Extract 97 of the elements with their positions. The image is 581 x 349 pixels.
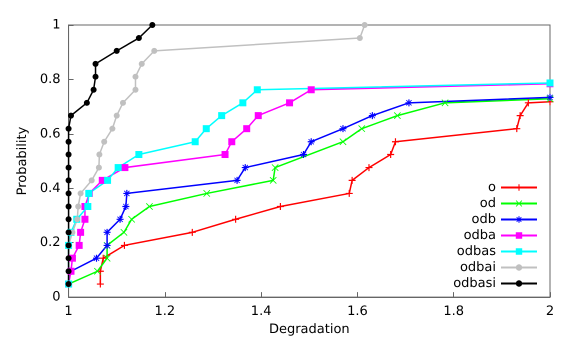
point (192, 138, 199, 146)
point (135, 151, 142, 158)
point (101, 138, 108, 145)
point (222, 151, 229, 158)
point (286, 99, 294, 106)
point (92, 254, 100, 262)
y-tick-label: 0.6 (40, 126, 61, 142)
point (228, 138, 236, 146)
point (90, 86, 97, 93)
point (84, 100, 90, 106)
point (308, 86, 315, 94)
legend-label: odbai (460, 260, 496, 275)
x-tick-label: 1.8 (443, 304, 464, 320)
point (66, 203, 72, 210)
point (114, 112, 120, 119)
legend-label: odbas (456, 244, 496, 259)
y-tick-label: 1 (52, 18, 61, 32)
x-axis-title: Degradation (268, 322, 350, 337)
point (116, 216, 124, 223)
point (513, 125, 520, 132)
point (254, 86, 261, 94)
point (92, 74, 99, 80)
point (346, 190, 353, 197)
point (270, 176, 277, 184)
x-tick-label: 1.2 (154, 304, 176, 320)
point (368, 112, 376, 120)
point (114, 48, 120, 54)
point (149, 22, 156, 28)
point (202, 125, 210, 132)
point (66, 190, 72, 196)
x-tick-label: 1 (64, 304, 73, 320)
point (146, 202, 153, 210)
point (81, 216, 88, 223)
point (66, 164, 72, 171)
point (392, 138, 399, 146)
point (88, 177, 95, 184)
point (138, 60, 145, 67)
point (362, 22, 368, 28)
point (239, 99, 246, 106)
point (218, 112, 226, 120)
point (123, 190, 130, 197)
y-axis-title: Probability (15, 126, 30, 196)
point (76, 242, 83, 249)
point (254, 112, 262, 120)
legend-label: od (480, 196, 496, 211)
y-tick-label: 0.2 (40, 235, 61, 250)
point (66, 229, 72, 236)
point (104, 176, 112, 184)
point (66, 268, 72, 274)
point (66, 255, 72, 262)
point (358, 125, 366, 132)
point (132, 86, 138, 93)
point (96, 164, 102, 171)
point (66, 152, 72, 158)
point (151, 48, 158, 54)
point (132, 74, 138, 80)
x-tick-label: 1.4 (250, 304, 272, 320)
y-tick-label: 0.8 (40, 72, 61, 87)
point (232, 216, 240, 223)
point (121, 164, 128, 172)
point (104, 228, 111, 236)
y-tick-label: 0.4 (40, 180, 61, 196)
point (120, 100, 126, 106)
point (308, 138, 315, 146)
point (234, 176, 241, 184)
point (109, 126, 116, 132)
point (84, 202, 92, 210)
point (114, 164, 122, 172)
point (68, 112, 74, 119)
point (524, 99, 532, 106)
point (339, 125, 346, 132)
x-tick-label: 2 (546, 304, 554, 320)
point (66, 138, 72, 145)
point (272, 164, 279, 172)
point (92, 60, 99, 67)
legend-label: odba (464, 228, 496, 243)
point (100, 254, 107, 262)
point (75, 203, 82, 210)
legend-label: odbasi (453, 276, 496, 291)
legend-label: odb (472, 212, 496, 227)
point (66, 216, 72, 222)
point (66, 177, 72, 184)
point (66, 126, 72, 132)
point (243, 125, 250, 132)
point (394, 112, 401, 120)
point (96, 152, 102, 158)
point (77, 228, 84, 236)
point (356, 35, 363, 42)
x-tick-label: 1.6 (347, 304, 368, 320)
point (188, 228, 196, 236)
point (136, 35, 142, 42)
point (405, 99, 412, 106)
point (242, 164, 249, 172)
legend-label: o (488, 180, 496, 195)
y-tick-label: 0 (52, 290, 61, 305)
point (78, 190, 84, 196)
point (300, 151, 308, 158)
